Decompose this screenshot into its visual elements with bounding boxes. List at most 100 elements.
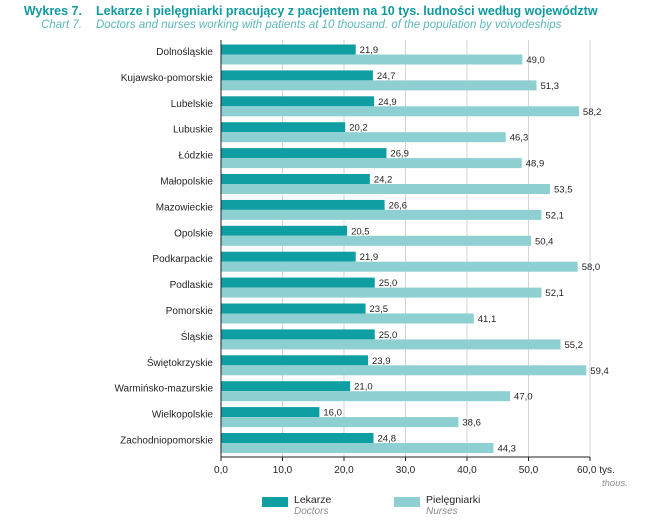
x-tick-label: 20,0 xyxy=(334,465,354,476)
data-label-nurses: 47,0 xyxy=(514,392,533,403)
data-label-doctors: 25,0 xyxy=(379,330,398,341)
bar-doctors xyxy=(221,303,366,314)
legend-label-doctors-en: Doctors xyxy=(294,506,329,517)
bar-nurses xyxy=(221,391,511,402)
bar-doctors xyxy=(221,199,385,210)
bar-nurses xyxy=(221,54,523,65)
x-tick-label: 30,0 xyxy=(396,465,416,476)
category-label: Podkarpackie xyxy=(152,254,213,265)
data-label-doctors: 16,0 xyxy=(323,408,342,419)
bar-doctors xyxy=(221,433,374,443)
bar-doctors xyxy=(221,96,375,107)
data-label-nurses: 55,2 xyxy=(564,340,583,351)
category-label: Łódzkie xyxy=(179,151,214,162)
data-label-nurses: 52,1 xyxy=(545,288,564,299)
bar-doctors xyxy=(221,381,351,392)
data-label-doctors: 23,5 xyxy=(370,304,389,315)
bar-nurses xyxy=(221,235,531,246)
bar-nurses xyxy=(221,132,506,143)
bar-doctors xyxy=(221,70,373,81)
data-label-nurses: 38,6 xyxy=(462,418,481,429)
bar-nurses xyxy=(221,184,551,194)
data-label-nurses: 59,4 xyxy=(590,366,609,377)
data-label-nurses: 48,9 xyxy=(526,159,545,170)
bar-doctors xyxy=(221,329,375,340)
data-label-doctors: 26,9 xyxy=(390,149,409,160)
bar-doctors xyxy=(221,407,320,418)
bar-nurses xyxy=(221,417,459,428)
data-label-nurses: 52,1 xyxy=(545,210,564,221)
category-label: Śląskie xyxy=(181,330,214,343)
data-label-nurses: 51,3 xyxy=(540,81,559,92)
data-label-nurses: 58,2 xyxy=(583,107,602,118)
bar-nurses xyxy=(221,261,578,272)
data-label-doctors: 20,2 xyxy=(349,123,368,134)
chart-number-pl: Wykres 7. xyxy=(23,4,82,18)
legend-swatch-nurses xyxy=(394,497,420,507)
bar-doctors xyxy=(221,174,370,184)
chart-number-en: Chart 7. xyxy=(41,19,82,31)
chart-title-en: Doctors and nurses working with patients… xyxy=(96,19,562,31)
category-label: Zachodniopomorskie xyxy=(120,436,213,447)
bar-doctors xyxy=(221,225,348,236)
data-label-doctors: 25,0 xyxy=(379,278,398,289)
category-label: Dolnośląskie xyxy=(156,47,213,58)
bar-doctors xyxy=(221,355,368,366)
x-unit-label-en: thous. xyxy=(602,478,628,489)
data-label-doctors: 24,7 xyxy=(377,71,396,82)
category-label: Świętokrzyskie xyxy=(147,356,214,369)
bar-doctors xyxy=(221,277,375,288)
bar-doctors xyxy=(221,251,356,262)
bar-nurses xyxy=(221,106,579,117)
legend-swatch-doctors xyxy=(262,497,288,507)
bar-nurses xyxy=(221,80,537,91)
chart-header: Wykres 7. Chart 7. Lekarze i pielęgniark… xyxy=(0,0,669,34)
category-label: Małopolskie xyxy=(160,177,213,188)
category-label: Wielkopolskie xyxy=(152,410,214,421)
data-label-doctors: 21,9 xyxy=(360,45,379,56)
bar-nurses xyxy=(221,443,494,453)
chart-title-pl: Lekarze i pielęgniarki pracujący z pacje… xyxy=(96,4,598,18)
data-label-nurses: 49,0 xyxy=(526,55,545,66)
x-tick-label: 40,0 xyxy=(457,465,477,476)
data-label-nurses: 46,3 xyxy=(510,133,529,144)
bar-doctors xyxy=(221,44,356,55)
category-label: Mazowieckie xyxy=(156,202,214,213)
data-label-doctors: 24,8 xyxy=(378,434,397,445)
data-label-doctors: 20,5 xyxy=(351,226,370,237)
data-label-doctors: 21,0 xyxy=(354,382,373,393)
category-label: Podlaskie xyxy=(170,280,214,291)
legend-label-nurses-pl: Pielęgniarki xyxy=(426,494,481,506)
category-label: Warmińsko-mazurskie xyxy=(114,384,213,395)
bar-nurses xyxy=(221,339,561,350)
data-label-doctors: 24,9 xyxy=(378,97,397,108)
category-label: Pomorskie xyxy=(166,306,214,317)
bar-nurses xyxy=(221,313,474,324)
bar-nurses xyxy=(221,287,542,298)
bar-nurses xyxy=(221,365,587,376)
data-label-doctors: 24,2 xyxy=(374,175,393,186)
x-tick-label: 0,0 xyxy=(214,465,228,476)
data-label-doctors: 26,6 xyxy=(389,200,408,211)
x-tick-label: 10,0 xyxy=(273,465,293,476)
data-label-nurses: 53,5 xyxy=(554,185,573,196)
data-label-nurses: 41,1 xyxy=(478,314,497,325)
data-label-doctors: 23,9 xyxy=(372,356,391,367)
x-tick-label: 60,0 tys. xyxy=(577,465,615,476)
data-label-nurses: 44,3 xyxy=(497,444,516,455)
category-label: Opolskie xyxy=(174,228,213,239)
category-label: Lubuskie xyxy=(173,125,213,136)
data-label-nurses: 58,0 xyxy=(582,262,601,273)
bar-nurses xyxy=(221,158,522,169)
legend-label-doctors-pl: Lekarze xyxy=(294,494,332,506)
data-label-doctors: 21,9 xyxy=(360,252,379,263)
data-label-nurses: 50,4 xyxy=(535,236,554,247)
category-label: Kujawsko-pomorskie xyxy=(121,73,214,84)
category-label: Lubelskie xyxy=(171,99,214,110)
bar-nurses xyxy=(221,209,542,220)
bar-doctors xyxy=(221,122,346,133)
legend-label-nurses-en: Nurses xyxy=(426,506,458,517)
x-tick-label: 50,0 xyxy=(519,465,539,476)
bar-doctors xyxy=(221,148,387,159)
